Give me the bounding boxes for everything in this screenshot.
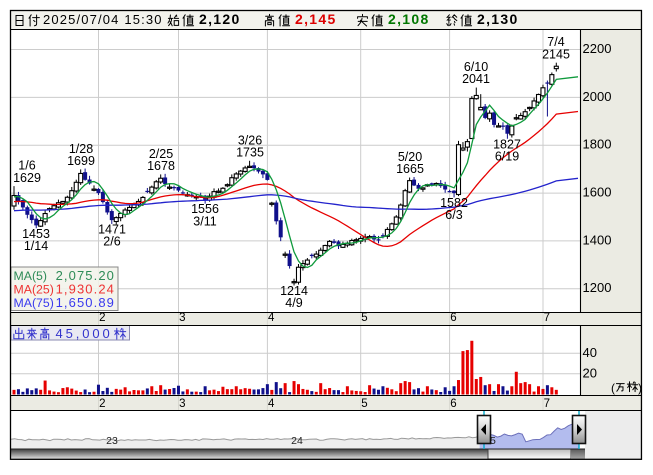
svg-text:1453: 1453	[22, 227, 50, 241]
svg-text:4: 4	[268, 312, 275, 324]
svg-text:45,000: 45,000	[56, 326, 113, 341]
svg-text:(: (	[611, 381, 615, 395]
svg-text:7/4: 7/4	[547, 35, 564, 49]
svg-text:1214: 1214	[280, 284, 308, 298]
svg-text:1665: 1665	[396, 162, 424, 176]
svg-text:2,108: 2,108	[388, 11, 430, 27]
svg-text:MA(5): MA(5)	[14, 269, 47, 283]
svg-text:23: 23	[106, 435, 118, 447]
svg-text:2/25: 2/25	[149, 147, 173, 161]
svg-text:6/3: 6/3	[445, 208, 462, 222]
svg-text:1800: 1800	[583, 137, 612, 152]
svg-text:4/9: 4/9	[285, 296, 302, 310]
svg-text:6: 6	[450, 398, 456, 410]
svg-text:2200: 2200	[583, 41, 612, 56]
svg-text:24: 24	[291, 435, 303, 447]
svg-text:2,130: 2,130	[477, 11, 519, 27]
svg-text:40: 40	[583, 345, 597, 360]
svg-text:6: 6	[450, 312, 456, 324]
svg-text:3: 3	[179, 312, 185, 324]
svg-text:3/26: 3/26	[238, 133, 262, 147]
svg-text:1,930.24: 1,930.24	[56, 282, 115, 297]
svg-text:1,650.89: 1,650.89	[56, 295, 115, 310]
svg-text:1200: 1200	[583, 280, 612, 295]
svg-text:5: 5	[361, 398, 367, 410]
svg-text:MA(75): MA(75)	[14, 296, 54, 310]
svg-text:6/10: 6/10	[464, 60, 488, 74]
svg-text:2041: 2041	[462, 72, 490, 86]
svg-text:2000: 2000	[583, 89, 612, 104]
svg-text:2145: 2145	[542, 47, 570, 61]
svg-text:2,075.20: 2,075.20	[56, 268, 115, 283]
svg-text:1699: 1699	[67, 154, 95, 168]
svg-text:7: 7	[544, 398, 550, 410]
svg-text:3: 3	[179, 398, 185, 410]
svg-text:1827: 1827	[493, 137, 521, 151]
svg-text:2,120: 2,120	[199, 11, 241, 27]
svg-text:20: 20	[583, 366, 597, 381]
svg-text:2,145: 2,145	[295, 11, 337, 27]
svg-text:1678: 1678	[147, 159, 175, 173]
svg-text:1/14: 1/14	[24, 239, 48, 253]
svg-text:1471: 1471	[98, 222, 126, 236]
svg-text:): )	[638, 381, 642, 395]
svg-text:5/20: 5/20	[398, 150, 422, 164]
svg-text:MA(25): MA(25)	[14, 283, 54, 297]
svg-text:2025/07/04 15:30: 2025/07/04 15:30	[43, 12, 163, 27]
svg-text:1735: 1735	[236, 146, 264, 160]
svg-text:1556: 1556	[191, 202, 219, 216]
svg-text:1582: 1582	[440, 196, 468, 210]
svg-text:6/19: 6/19	[495, 150, 519, 164]
svg-text:1/6: 1/6	[18, 159, 35, 173]
svg-text:5: 5	[361, 312, 367, 324]
svg-text:7: 7	[544, 312, 550, 324]
svg-text:1629: 1629	[13, 171, 41, 185]
svg-text:2/6: 2/6	[103, 235, 120, 249]
svg-text:3/11: 3/11	[193, 214, 216, 228]
svg-text:2: 2	[99, 398, 105, 410]
svg-text:1/28: 1/28	[69, 142, 93, 156]
svg-text:1600: 1600	[583, 185, 612, 200]
svg-text:1400: 1400	[583, 232, 612, 247]
svg-text:4: 4	[268, 398, 275, 410]
svg-text:2: 2	[99, 312, 105, 324]
